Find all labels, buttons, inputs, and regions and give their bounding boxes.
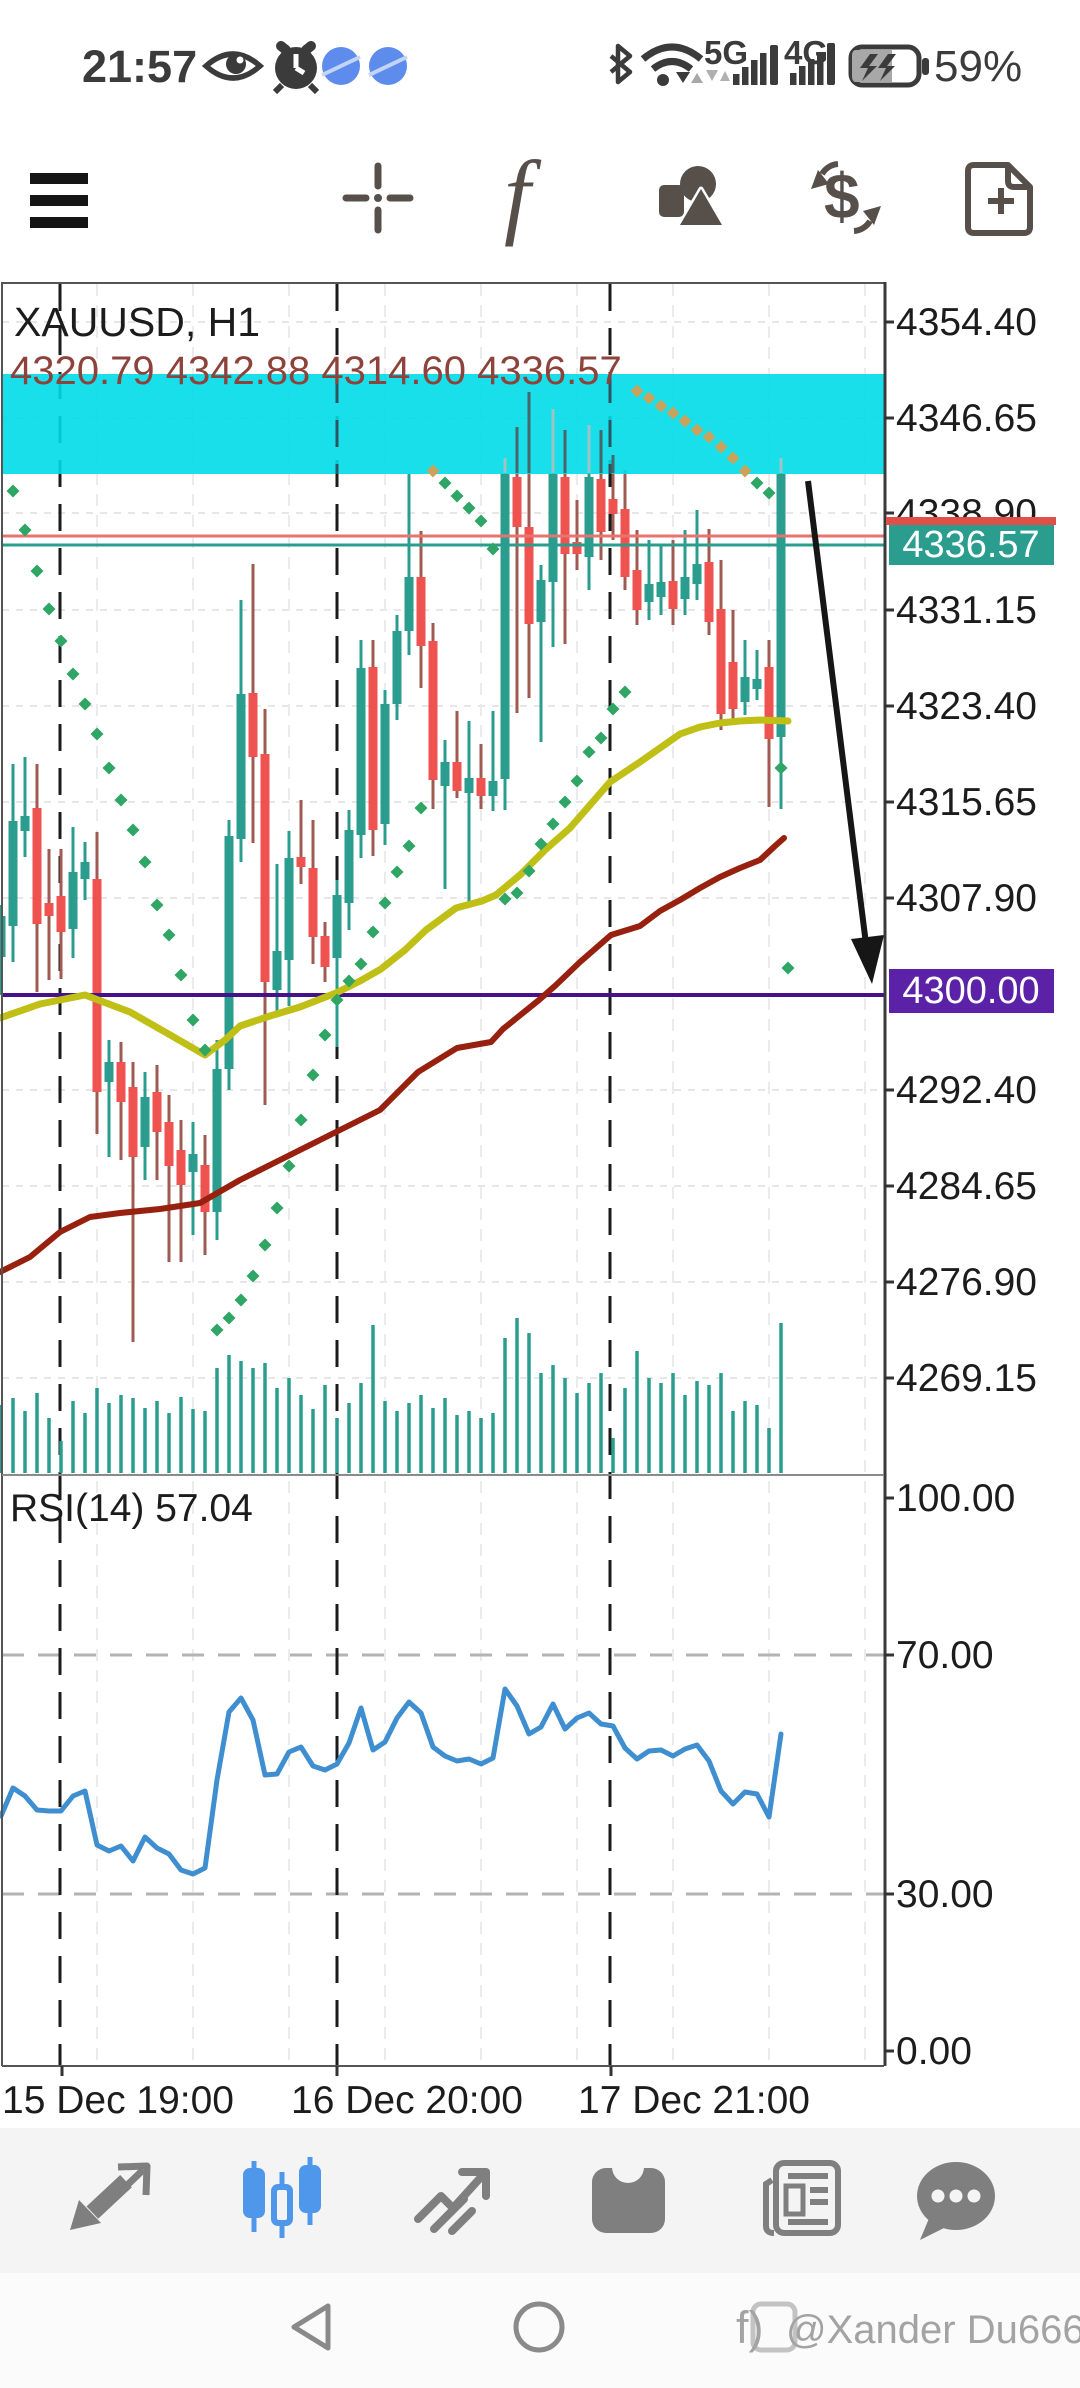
svg-text:4354.40: 4354.40 <box>896 301 1037 344</box>
svg-text:4331.15: 4331.15 <box>896 589 1037 632</box>
svg-text:RSI(14) 57.04: RSI(14) 57.04 <box>10 1487 253 1530</box>
svg-text:4315.65: 4315.65 <box>896 781 1037 824</box>
svg-text:16 Dec 20:00: 16 Dec 20:00 <box>291 2079 523 2122</box>
svg-text:f: f <box>504 141 542 247</box>
svg-text:4300.00: 4300.00 <box>902 970 1039 1012</box>
svg-text:15 Dec 19:00: 15 Dec 19:00 <box>2 2079 234 2122</box>
svg-text:30.00: 30.00 <box>896 1873 994 1916</box>
svg-text:17 Dec 21:00: 17 Dec 21:00 <box>578 2079 810 2122</box>
svg-text:$: $ <box>824 160 860 232</box>
svg-text:70.00: 70.00 <box>896 1634 994 1677</box>
svg-text:4292.40: 4292.40 <box>896 1069 1037 1112</box>
svg-text:@Xander Du666: @Xander Du666 <box>786 2308 1080 2352</box>
svg-text:4284.65: 4284.65 <box>896 1165 1037 1208</box>
svg-text:4346.65: 4346.65 <box>896 397 1037 440</box>
svg-text:59%: 59% <box>934 42 1022 91</box>
svg-text:4307.90: 4307.90 <box>896 877 1037 920</box>
svg-text:4276.90: 4276.90 <box>896 1261 1037 1304</box>
svg-text:4336.57: 4336.57 <box>902 524 1039 566</box>
svg-text:f): f) <box>736 2302 764 2353</box>
svg-text:4320.79 4342.88 4314.60 4336.5: 4320.79 4342.88 4314.60 4336.57 <box>10 349 622 393</box>
svg-text:5G: 5G <box>704 34 748 71</box>
svg-text:21:57: 21:57 <box>82 41 197 92</box>
svg-text:4323.40: 4323.40 <box>896 685 1037 728</box>
svg-text:4269.15: 4269.15 <box>896 1357 1037 1400</box>
svg-text:100.00: 100.00 <box>896 1477 1015 1520</box>
svg-text:0.00: 0.00 <box>896 2030 972 2073</box>
svg-text:XAUUSD, H1: XAUUSD, H1 <box>14 299 260 345</box>
